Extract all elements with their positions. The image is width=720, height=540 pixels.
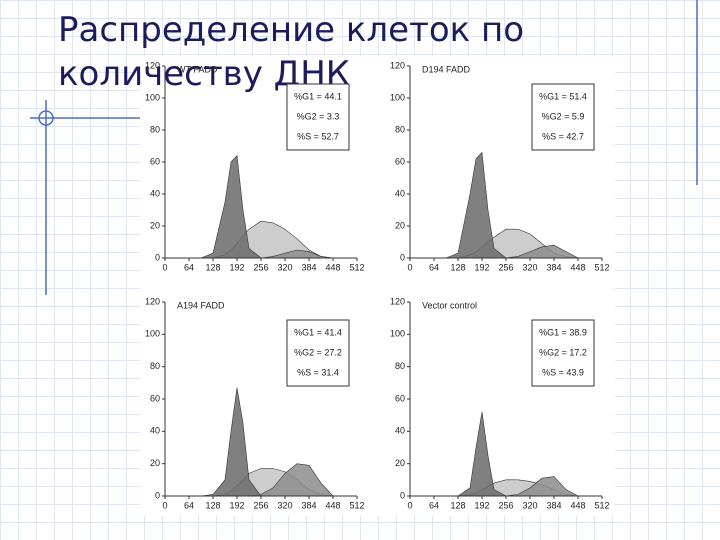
x-tick-label: 128	[205, 500, 220, 510]
y-tick-label: 60	[150, 156, 160, 166]
x-tick-label: 64	[429, 262, 439, 272]
x-tick-label: 384	[301, 500, 316, 510]
y-tick-label: 80	[395, 124, 405, 134]
panel-label: Vector control	[422, 300, 477, 310]
annotation: %G2 = 27.2	[294, 347, 342, 357]
annotation: %S = 42.7	[542, 131, 584, 141]
x-tick-label: 128	[450, 262, 465, 272]
annotation: %S = 31.4	[297, 367, 339, 377]
x-tick-label: 0	[407, 500, 412, 510]
annotation: %G2 = 17.2	[539, 347, 587, 357]
annotation-box	[531, 319, 595, 387]
y-tick-label: 0	[155, 252, 160, 262]
y-tick-label: 60	[395, 156, 405, 166]
x-tick-label: 384	[546, 500, 561, 510]
x-tick-label: 448	[570, 500, 585, 510]
y-tick-label: 20	[395, 220, 405, 230]
y-tick-label: 120	[390, 60, 405, 70]
x-tick-label: 448	[325, 500, 340, 510]
x-tick-label: 64	[184, 262, 194, 272]
y-tick-label: 120	[390, 296, 405, 306]
x-tick-label: 256	[498, 262, 513, 272]
x-tick-label: 128	[450, 500, 465, 510]
x-tick-label: 192	[229, 262, 244, 272]
x-tick-label: 64	[184, 500, 194, 510]
x-tick-label: 64	[429, 500, 439, 510]
annotation: %G1 = 44.1	[294, 91, 342, 101]
x-tick-label: 448	[570, 262, 585, 272]
y-tick-label: 120	[145, 60, 160, 70]
y-tick-label: 80	[150, 361, 160, 371]
annotation: %G1 = 41.4	[294, 327, 342, 337]
x-tick-label: 512	[594, 262, 609, 272]
x-tick-label: 128	[205, 262, 220, 272]
annotation-box	[531, 83, 595, 151]
y-tick-label: 0	[155, 490, 160, 500]
annotation: %S = 43.9	[542, 367, 584, 377]
x-tick-label: 512	[594, 500, 609, 510]
y-tick-label: 40	[395, 426, 405, 436]
y-tick-label: 100	[390, 329, 405, 339]
x-tick-label: 512	[349, 262, 364, 272]
x-tick-label: 192	[474, 262, 489, 272]
y-tick-label: 20	[150, 220, 160, 230]
x-tick-label: 0	[407, 262, 412, 272]
x-tick-label: 320	[522, 500, 537, 510]
x-tick-label: 320	[522, 262, 537, 272]
annotation: %G2 = 3.3	[297, 111, 340, 121]
x-tick-label: 384	[301, 262, 316, 272]
x-tick-label: 192	[229, 500, 244, 510]
annotation-box	[286, 83, 350, 151]
annotation: %G1 = 51.4	[539, 91, 587, 101]
x-tick-label: 384	[546, 262, 561, 272]
annotation: %S = 52.7	[297, 131, 339, 141]
x-tick-label: 256	[498, 500, 513, 510]
y-tick-label: 100	[145, 92, 160, 102]
annotation-box	[286, 319, 350, 387]
panel-label: D194 FADD	[422, 64, 471, 74]
panel-label: A194 FADD	[177, 300, 225, 310]
y-tick-label: 20	[395, 458, 405, 468]
y-tick-label: 20	[150, 458, 160, 468]
x-tick-label: 512	[349, 500, 364, 510]
y-tick-label: 0	[400, 490, 405, 500]
panel-label: WT FADD	[177, 64, 218, 74]
annotation: %G2 = 5.9	[542, 111, 585, 121]
x-tick-label: 448	[325, 262, 340, 272]
y-tick-label: 40	[150, 426, 160, 436]
y-tick-label: 0	[400, 252, 405, 262]
y-tick-label: 60	[395, 393, 405, 403]
x-tick-label: 0	[162, 262, 167, 272]
x-tick-label: 256	[253, 262, 268, 272]
y-tick-label: 100	[145, 329, 160, 339]
annotation: %G1 = 38.9	[539, 327, 587, 337]
decor-circle	[38, 110, 54, 126]
x-tick-label: 256	[253, 500, 268, 510]
y-tick-label: 80	[150, 124, 160, 134]
y-tick-label: 40	[395, 188, 405, 198]
y-tick-label: 80	[395, 361, 405, 371]
y-tick-label: 60	[150, 393, 160, 403]
x-tick-label: 192	[474, 500, 489, 510]
x-tick-label: 320	[277, 262, 292, 272]
y-tick-label: 120	[145, 296, 160, 306]
x-tick-label: 0	[162, 500, 167, 510]
x-tick-label: 320	[277, 500, 292, 510]
y-tick-label: 40	[150, 188, 160, 198]
y-tick-label: 100	[390, 92, 405, 102]
